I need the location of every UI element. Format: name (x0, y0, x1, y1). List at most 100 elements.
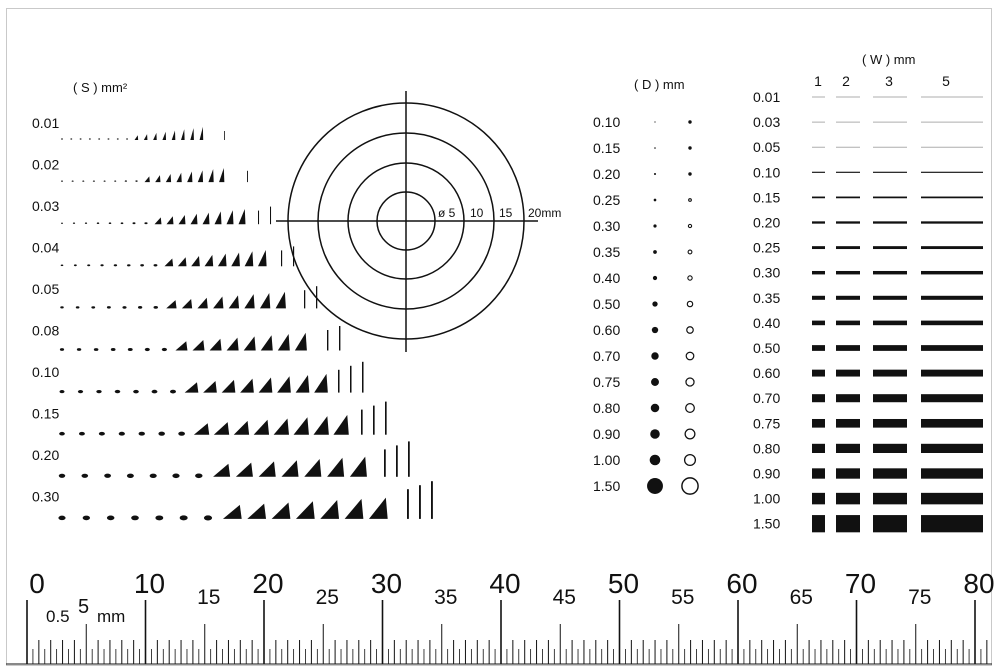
d-filled-dot (651, 352, 659, 360)
s-line (247, 170, 248, 183)
s-spot (114, 180, 117, 182)
s-spot (179, 515, 188, 521)
w-line-sample (836, 246, 860, 250)
w-line-sample (921, 394, 983, 403)
s-wedge (295, 501, 315, 519)
section-s-rows: 0.01 0.02 0.03 0.04 0.05 0.08 0.10 0.15 0.20 0.30 (32, 115, 433, 521)
w-row-label: 0.90 (753, 466, 780, 482)
w-line-sample (812, 345, 825, 351)
ruler-minor-label: 45 (553, 586, 576, 609)
ruler-minor-label: 65 (790, 586, 813, 609)
s-wedge (155, 175, 161, 183)
ruler-small-label: 0.5 (46, 607, 70, 626)
w-row-label: 0.35 (753, 290, 780, 306)
d-open-dot (683, 453, 697, 467)
s-spot (104, 473, 111, 478)
w-line-sample (921, 418, 983, 428)
s-spot (158, 431, 165, 436)
s-wedge (275, 291, 286, 309)
s-wedge (144, 176, 150, 183)
w-line-sample (873, 418, 907, 428)
s-spot (72, 222, 76, 224)
ruler-minor-label: 55 (671, 586, 694, 609)
s-wedge (244, 251, 254, 267)
s-line (384, 449, 386, 477)
s-spot (93, 348, 99, 351)
w-line-sample (873, 492, 907, 505)
ruler-ticks (26, 600, 988, 664)
d-open-dot (686, 300, 694, 308)
w-column-label: 3 (885, 73, 893, 89)
s-line (362, 361, 364, 393)
s-row-label: 0.08 (32, 323, 59, 339)
s-spot (106, 515, 115, 521)
s-spot (58, 515, 66, 521)
w-line-sample (921, 196, 983, 199)
s-wedge (247, 503, 267, 519)
s-wedge (257, 250, 267, 267)
d-row-label: 1.50 (593, 478, 620, 494)
s-line (385, 401, 387, 435)
s-line (258, 210, 260, 225)
w-line-sample (873, 270, 907, 275)
s-spot (71, 180, 74, 182)
s-spot (161, 347, 167, 352)
ruler-unit-label: mm (97, 607, 125, 626)
s-spot (140, 264, 144, 267)
s-row-label: 0.03 (32, 198, 59, 214)
s-spot (135, 180, 138, 182)
d-filled-dot (651, 378, 659, 386)
s-spot (113, 264, 118, 267)
s-wedge (175, 341, 188, 351)
d-row-label: 0.15 (593, 140, 620, 156)
d-open-dot (688, 120, 692, 124)
d-open-dot (688, 172, 692, 176)
d-filled-dot (651, 326, 659, 334)
s-wedge (181, 129, 185, 140)
s-row-label: 0.02 (32, 157, 59, 173)
s-spot (96, 222, 100, 224)
ruler-major-label: 80 (963, 568, 994, 599)
s-spot (114, 389, 121, 394)
s-wedge (258, 377, 273, 393)
w-line-sample (873, 369, 907, 377)
s-wedge (333, 414, 349, 435)
s-spot (122, 306, 127, 309)
s-wedge (176, 172, 182, 183)
s-wedge (222, 504, 242, 519)
s-line (304, 290, 306, 309)
w-line-sample (873, 468, 907, 479)
w-line-sample (836, 320, 860, 326)
s-line (431, 481, 433, 519)
s-wedge (199, 126, 204, 140)
w-row-label: 0.50 (753, 340, 780, 356)
w-line-sample (836, 492, 860, 505)
w-line-sample (836, 121, 860, 123)
s-spot (120, 222, 124, 225)
s-wedge (228, 295, 240, 309)
s-wedge (235, 462, 253, 477)
s-wedge (165, 173, 172, 183)
s-line (396, 445, 398, 477)
s-spot (149, 473, 157, 479)
s-spot (116, 138, 119, 140)
s-spot (98, 431, 105, 436)
d-filled-dot (653, 250, 657, 254)
s-row-label: 0.15 (32, 406, 59, 422)
w-line-sample (836, 468, 860, 479)
s-spot (132, 222, 136, 225)
s-spot (82, 515, 91, 521)
target-label-10: 10 (470, 206, 484, 220)
d-row-label: 0.80 (593, 400, 620, 416)
s-row-label: 0.20 (32, 447, 59, 463)
s-spot (81, 473, 89, 478)
s-spot (82, 180, 85, 182)
s-spot (79, 431, 85, 436)
w-line-sample (812, 515, 825, 533)
w-line-sample (812, 492, 825, 505)
w-row-label: 0.75 (753, 415, 780, 431)
s-spot (103, 180, 106, 182)
s-wedge (154, 217, 162, 225)
s-wedge (244, 294, 255, 309)
s-wedge (171, 130, 176, 140)
